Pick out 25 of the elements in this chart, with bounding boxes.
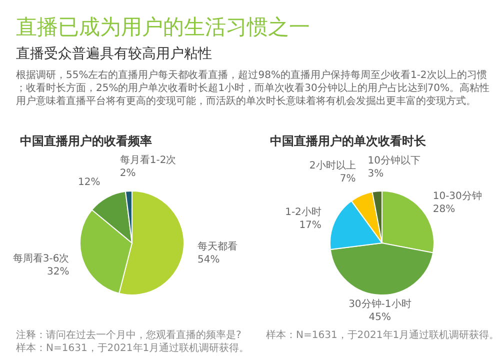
chart-title: 中国直播用户的收看频率 xyxy=(20,134,152,148)
slice-label: 每周看3-6次 xyxy=(12,252,70,264)
data-label: 32% xyxy=(46,266,70,278)
data-label: 17% xyxy=(299,220,322,231)
text: 注释：请问在过去一个月中，您观看直播的频率是? xyxy=(16,329,242,341)
data-label: 2% xyxy=(120,168,136,180)
slice-label: 每天都看 xyxy=(197,240,238,252)
data-label: 28% xyxy=(432,204,456,215)
data-label: 54% xyxy=(197,254,220,266)
slice-label: 1-2小时 xyxy=(285,206,322,218)
data-label: 3% xyxy=(368,168,384,180)
text: 直播受众普遍具有较高用户粘性 xyxy=(16,45,212,62)
text: 样本：N=1631，于2021年1月通过联机调研获得。 xyxy=(266,329,500,341)
chart-title: 中国直播用户的单次收看时长 xyxy=(270,134,427,148)
data-label: 12% xyxy=(78,177,100,188)
data-label: 45% xyxy=(368,312,392,323)
text: 样本：N=1631，于2021年1月通过联机调研获得。 xyxy=(16,342,250,354)
slice-label: 每月看1-2次 xyxy=(120,154,176,166)
slice-label: 10分钟以下 xyxy=(368,154,421,166)
slice-label: 30分钟-1小时 xyxy=(348,298,412,310)
text: 根据调研，55%左右的直播用户每天都收看直播，超过98%的直播用户保持每周至少收看1-2次以上的习惯；收看时长方面，25%的用户单次收看时长超1小时，而单次收看30分钟以上的用户占比达到70%。高粘性用户意味着直播平台将有更高的变现可能，而活跃的单次时长意味着将有机会发掘出更丰富的变现方式。 xyxy=(16,69,490,107)
slice-label: 10-30分钟 xyxy=(432,190,482,202)
data-label: 7% xyxy=(340,173,356,184)
text: 直播已成为用户的生活习惯之一 xyxy=(16,15,310,39)
slice-label: 2小时以上 xyxy=(309,159,356,172)
